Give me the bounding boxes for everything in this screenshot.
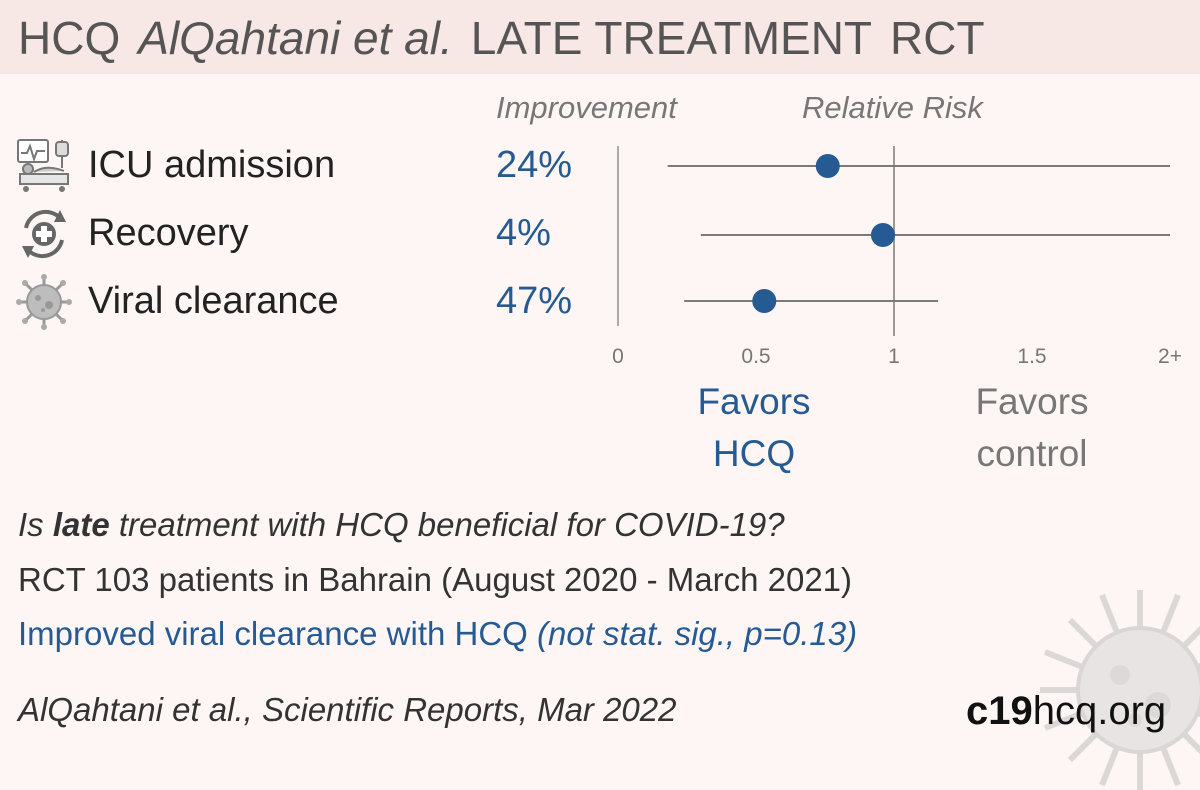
citation: AlQahtani et al., Scientific Reports, Ma…	[18, 691, 677, 728]
row-label-recovery: Recovery	[88, 212, 249, 254]
point-icu-admission	[815, 154, 840, 178]
recovery-cross-icon	[22, 209, 66, 259]
row-label-icu: ICU admission	[88, 144, 336, 186]
title-bar: HCQ AlQahtani et al. LATE TREATMENT RCT	[0, 0, 1200, 74]
result-main: Improved viral clearance with HCQ	[18, 615, 538, 652]
logo-rest: hcq.org	[1032, 689, 1167, 733]
site-logo: c19hcq.org	[966, 686, 1166, 736]
x-tick-label: 0	[612, 345, 624, 368]
logo-bold: c19	[966, 689, 1033, 733]
row-improvement-viral-clearance: 47%	[496, 280, 573, 322]
favors-hcq-label: Favors HCQ	[634, 376, 874, 480]
point-recovery	[870, 223, 895, 247]
title-drug: HCQ	[18, 12, 121, 64]
study-question: Is late treatment with HCQ beneficial fo…	[18, 504, 785, 546]
question-post: treatment with HCQ beneficial for COVID-…	[109, 506, 785, 543]
title-design: RCT	[890, 12, 985, 64]
x-tick-label: 2+	[1158, 345, 1182, 368]
result-note: (not stat. sig., p=0.13)	[537, 615, 858, 652]
question-pre: Is	[18, 506, 53, 543]
page-title: HCQ AlQahtani et al. LATE TREATMENT RCT	[18, 10, 985, 66]
title-authors: AlQahtani et al.	[138, 12, 453, 64]
virus-watermark-icon	[1040, 590, 1200, 790]
x-tick-label: 1	[888, 345, 900, 368]
favors-control-line1: Favors	[975, 381, 1089, 422]
row-improvement-recovery: 4%	[496, 212, 551, 254]
study-result: Improved viral clearance with HCQ (not s…	[18, 613, 857, 655]
favors-control-line2: control	[976, 433, 1088, 474]
favors-hcq-line2: HCQ	[712, 433, 796, 474]
x-tick-label: 0.5	[741, 345, 770, 368]
favors-control-label: Favors control	[912, 376, 1152, 480]
x-tick-label: 1.5	[1017, 345, 1046, 368]
forest-plot: 0 0.5 1 1.5 2+	[612, 146, 1182, 368]
point-viral-clearance	[752, 289, 777, 313]
question-bold: late	[52, 506, 110, 543]
favors-hcq-line1: Favors	[697, 381, 811, 422]
study-design: RCT 103 patients in Bahrain (August 2020…	[18, 561, 853, 598]
title-treatment: LATE TREATMENT	[470, 12, 873, 64]
row-label-viral-clearance: Viral clearance	[88, 280, 339, 322]
relative-risk-header: Relative Risk	[802, 90, 983, 125]
improvement-header: Improvement	[496, 90, 677, 125]
virus-icon	[16, 274, 72, 330]
row-improvement-icu: 24%	[496, 144, 573, 186]
icu-bed-icon	[17, 139, 69, 192]
